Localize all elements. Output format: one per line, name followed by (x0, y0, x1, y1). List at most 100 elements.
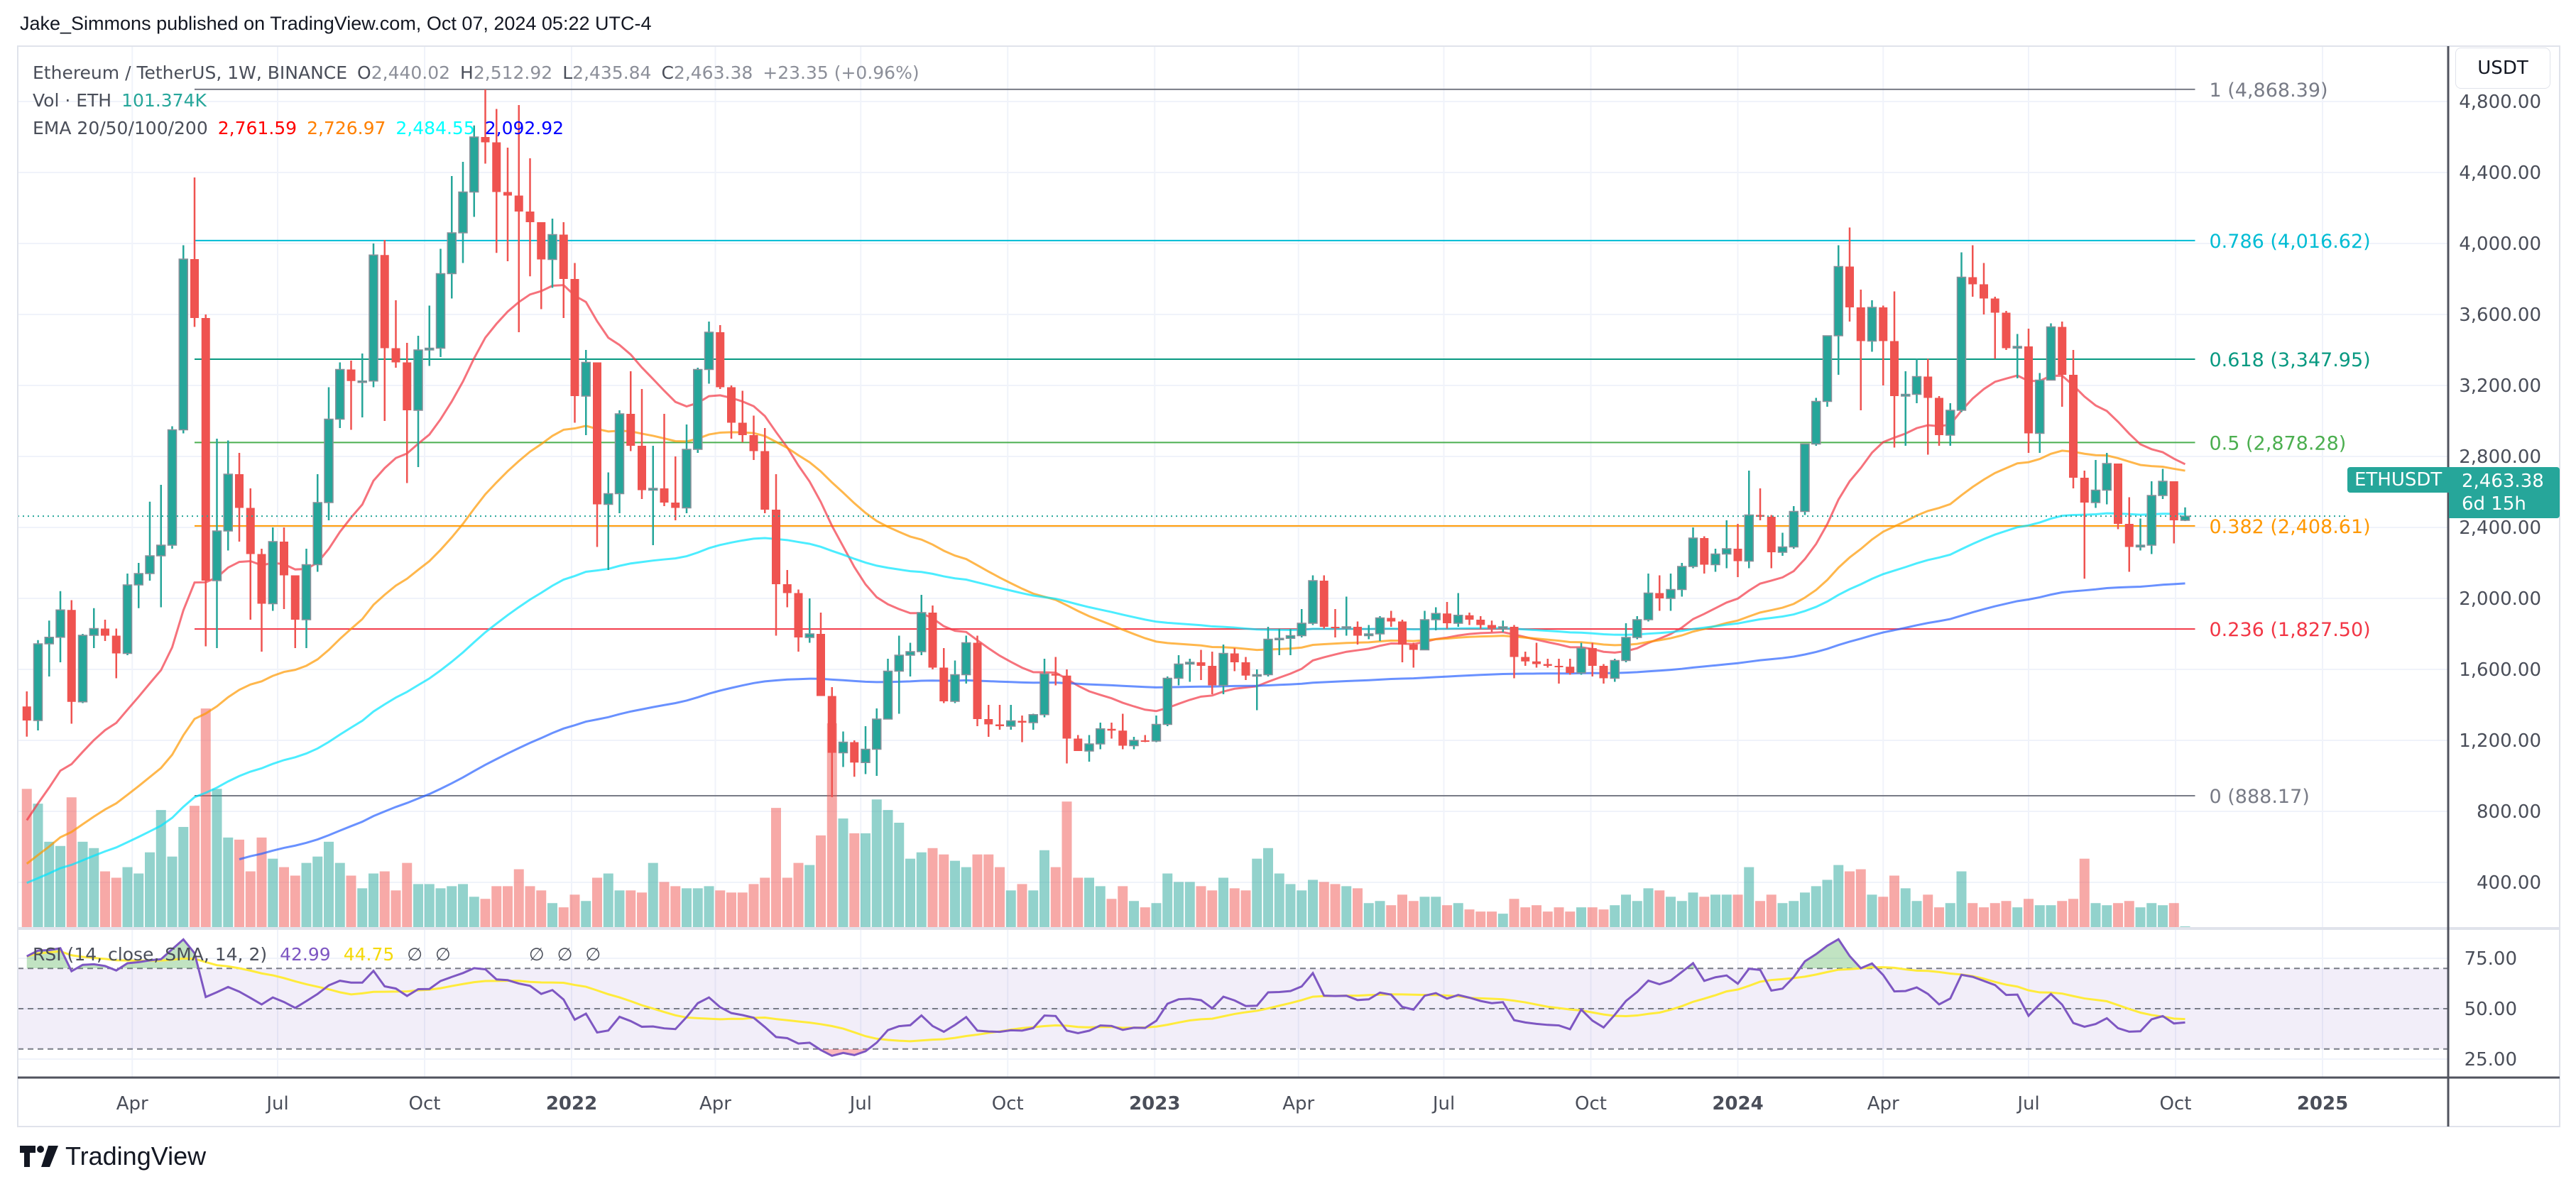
candle (312, 474, 322, 572)
candle-body (1632, 619, 1642, 638)
candle-body (716, 332, 725, 388)
candle (1465, 613, 1474, 625)
symbol-price-tag: ETHUSDT (2347, 467, 2450, 493)
volume-bar (33, 804, 43, 928)
volume-bar (1923, 894, 1933, 928)
candle (492, 109, 501, 253)
candle (369, 243, 378, 388)
candle (1621, 623, 1631, 662)
candle (1901, 371, 1911, 446)
time-tick-label: Jul (265, 1093, 288, 1114)
ema-label[interactable]: EMA 20/50/100/200 (33, 118, 208, 138)
volume-bar (950, 860, 960, 928)
time-tick-label: Apr (116, 1093, 148, 1114)
fib-retracement[interactable]: 1 (4,868.39) 0.786 (4,016.62) 0.618 (3,347… (195, 80, 2371, 808)
candle (950, 660, 960, 703)
candles (22, 89, 2190, 797)
volume-bar (1184, 882, 1195, 928)
tradingview-logo[interactable]: TradingView (20, 1141, 206, 1171)
volume-bar (2090, 903, 2101, 928)
volume-bar (1956, 871, 1967, 928)
time-tick-label: Jul (2016, 1093, 2039, 1114)
candle-body (89, 628, 99, 636)
candle (1476, 616, 1485, 629)
candle (838, 731, 848, 767)
candle-body (1923, 376, 1933, 398)
candle-body (2046, 326, 2056, 381)
candle-body (1822, 335, 1833, 402)
volume-bar (704, 886, 714, 928)
candle-body (1409, 645, 1418, 650)
change-value: +23.35 (+0.96%) (763, 62, 919, 83)
volume-bar (480, 899, 491, 928)
price-tick-label: 2,400.00 (2459, 517, 2541, 539)
volume-bar (1453, 903, 1463, 928)
rsi-line (26, 938, 2185, 1057)
empty-value-icon: ∅ (585, 944, 601, 965)
volume-bar (1240, 890, 1251, 928)
candle-body (1017, 720, 1027, 723)
candle-body (593, 362, 601, 505)
candle-body (1431, 613, 1441, 620)
time-tick-label: Jul (1431, 1093, 1455, 1114)
candle-body (1252, 674, 1262, 677)
volume-label[interactable]: Vol · ETH (33, 90, 112, 111)
candle (660, 414, 669, 506)
volume-bar (1610, 905, 1620, 928)
currency-button[interactable]: USDT (2455, 48, 2550, 89)
candle (1643, 574, 1654, 622)
price-tick-label: 3,200.00 (2459, 376, 2541, 397)
volume-bar (435, 888, 446, 928)
volume-bar (200, 708, 211, 928)
candle (55, 591, 65, 662)
volume-bar (223, 837, 234, 928)
candle-body (817, 634, 825, 696)
candle (693, 368, 703, 453)
fib-level-label: 1 (4,868.39) (2210, 80, 2328, 102)
volume-bar (1666, 897, 1676, 928)
candle (1923, 358, 1933, 455)
candle (1543, 659, 1552, 668)
candle-body (2069, 375, 2078, 478)
candle-body (648, 488, 658, 491)
candle-body (1084, 743, 1094, 752)
volume-bar (1319, 882, 1329, 928)
volume-bar (916, 852, 927, 928)
candle (1353, 621, 1362, 645)
candle-body (1722, 548, 1732, 555)
volume-bar (1587, 907, 1598, 928)
candle-body (122, 584, 133, 654)
candle-body (1129, 740, 1139, 747)
candle (1297, 609, 1306, 637)
candle-body (2169, 481, 2178, 520)
volume-bar (804, 865, 815, 928)
symbol-title[interactable]: Ethereum / TetherUS, 1W, BINANCE (33, 62, 348, 83)
tradingview-logo-text: TradingView (65, 1141, 207, 1171)
ema50-value: 2,726.97 (307, 118, 386, 138)
candle-body (1096, 728, 1106, 745)
candle-body (280, 542, 288, 576)
volume-bar (1285, 884, 1296, 928)
time-tick-label: 2024 (1712, 1093, 1763, 1114)
volume-bar (715, 890, 726, 928)
candle (1062, 669, 1071, 764)
candle-body (1398, 621, 1407, 645)
volume-bar (1218, 877, 1228, 928)
candle (749, 415, 758, 460)
volume-bar (525, 886, 535, 928)
candle (101, 620, 109, 641)
candle (246, 488, 255, 620)
volume-bar (592, 877, 602, 928)
volume-bar (1945, 903, 1955, 928)
ema100-value: 2,484.55 (395, 118, 475, 138)
rsi-label[interactable]: RSI (14, close, SMA, 14, 2) (33, 944, 268, 965)
candle-body (290, 575, 300, 620)
rsi-tick-label: 50.00 (2465, 999, 2517, 1020)
volume-bar (726, 892, 736, 928)
candle (1364, 625, 1374, 640)
candle-body (2080, 478, 2089, 503)
open-value: 2,440.02 (371, 62, 451, 83)
volume-bar (1106, 899, 1117, 928)
volume-bar (100, 871, 110, 928)
